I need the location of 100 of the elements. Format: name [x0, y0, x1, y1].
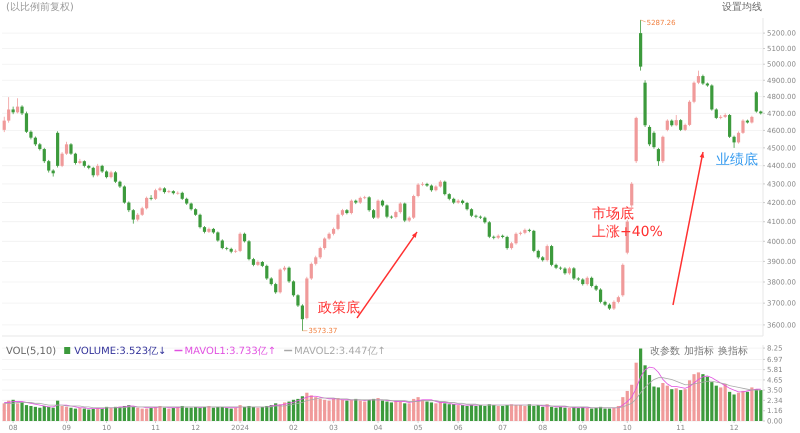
- bar: [29, 406, 33, 421]
- candlestick: [47, 160, 50, 173]
- candlestick: [318, 246, 322, 260]
- candlestick: [42, 147, 46, 164]
- bar: [558, 406, 562, 421]
- bar: [430, 402, 434, 421]
- candlestick: [114, 170, 118, 184]
- bar: [162, 408, 166, 421]
- bar: [732, 394, 736, 421]
- bar: [563, 408, 567, 421]
- candlestick: [376, 198, 380, 220]
- bar: [666, 386, 669, 421]
- candlestick: [416, 182, 420, 198]
- bar: [692, 374, 696, 421]
- bar: [586, 408, 589, 421]
- candlestick: [741, 118, 745, 134]
- candlestick: [300, 304, 304, 332]
- annotation: 加指标: [684, 345, 714, 357]
- bar: [327, 400, 331, 421]
- bar: [518, 405, 522, 421]
- bar: [465, 406, 469, 421]
- annotation: 改参数: [650, 345, 680, 357]
- bar: [403, 403, 406, 421]
- candlestick: [140, 206, 144, 216]
- bar: [456, 405, 460, 421]
- bar: [354, 398, 358, 421]
- annotation: 市场底: [592, 206, 634, 222]
- candlestick: [514, 232, 518, 246]
- bar: [603, 408, 607, 421]
- candlestick: [149, 194, 153, 201]
- bar: [345, 400, 348, 421]
- candlestick: [34, 136, 37, 146]
- candlestick: [220, 238, 224, 250]
- candlestick: [278, 268, 282, 294]
- bar: [612, 408, 616, 421]
- candlestick: [586, 276, 589, 286]
- text: 设置均线: [722, 1, 762, 13]
- bar: [434, 403, 438, 421]
- candlestick: [666, 118, 669, 132]
- bar: [746, 392, 750, 421]
- bar: [679, 390, 682, 421]
- candlestick: [368, 196, 371, 212]
- bar: [385, 402, 389, 421]
- bar: [461, 405, 464, 421]
- candlestick: [692, 81, 696, 104]
- candlestick: [92, 166, 95, 178]
- candlestick: [372, 208, 376, 220]
- candlestick: [238, 232, 242, 252]
- bar: [656, 387, 660, 421]
- candlestick: [247, 240, 251, 261]
- legend-label: VOLUME:3.523亿↓: [74, 346, 166, 357]
- candlestick: [127, 201, 130, 212]
- bar: [398, 402, 402, 421]
- bar: [474, 406, 478, 421]
- candlestick: [403, 202, 406, 222]
- candlestick: [336, 213, 340, 231]
- candlestick: [528, 228, 531, 233]
- bar: [252, 406, 256, 421]
- bar: [470, 405, 474, 421]
- candlestick: [274, 282, 278, 294]
- bar: [670, 389, 674, 421]
- candlestick: [506, 235, 509, 250]
- candlestick: [265, 264, 268, 280]
- candlestick: [536, 249, 540, 260]
- candlestick: [385, 204, 389, 219]
- bar: [736, 392, 740, 421]
- candlestick: [132, 208, 135, 224]
- legend-label: MAVOL1:3.733亿↑: [184, 346, 276, 357]
- candlestick: [60, 152, 64, 168]
- legend-title: VOL(5,10): [6, 346, 56, 357]
- bar: [78, 408, 82, 421]
- candlestick: [296, 294, 300, 308]
- candlestick: [732, 135, 736, 148]
- bar: [380, 400, 384, 421]
- candlestick: [16, 98, 20, 114]
- bar: [425, 402, 429, 421]
- bar: [750, 387, 754, 421]
- bar: [741, 390, 745, 421]
- bar: [496, 406, 500, 421]
- candlestick: [590, 276, 594, 288]
- bar: [167, 408, 170, 421]
- candlestick: [323, 236, 326, 250]
- chart-subtitle: (以比例前复权): [6, 1, 74, 13]
- bar: [696, 372, 700, 421]
- bar: [523, 406, 527, 421]
- candlestick: [598, 288, 602, 304]
- bar: [60, 406, 64, 421]
- bar: [256, 408, 260, 421]
- candlestick: [242, 232, 246, 243]
- bar: [149, 408, 153, 421]
- candlestick: [310, 262, 313, 280]
- candlestick: [518, 231, 522, 236]
- bar: [390, 402, 393, 421]
- candlestick: [2, 116, 6, 133]
- candlestick: [728, 114, 732, 138]
- bar: [514, 405, 518, 421]
- candlestick: [679, 118, 682, 132]
- candlestick: [688, 100, 692, 126]
- bar: [202, 406, 206, 421]
- candlestick: [572, 266, 576, 280]
